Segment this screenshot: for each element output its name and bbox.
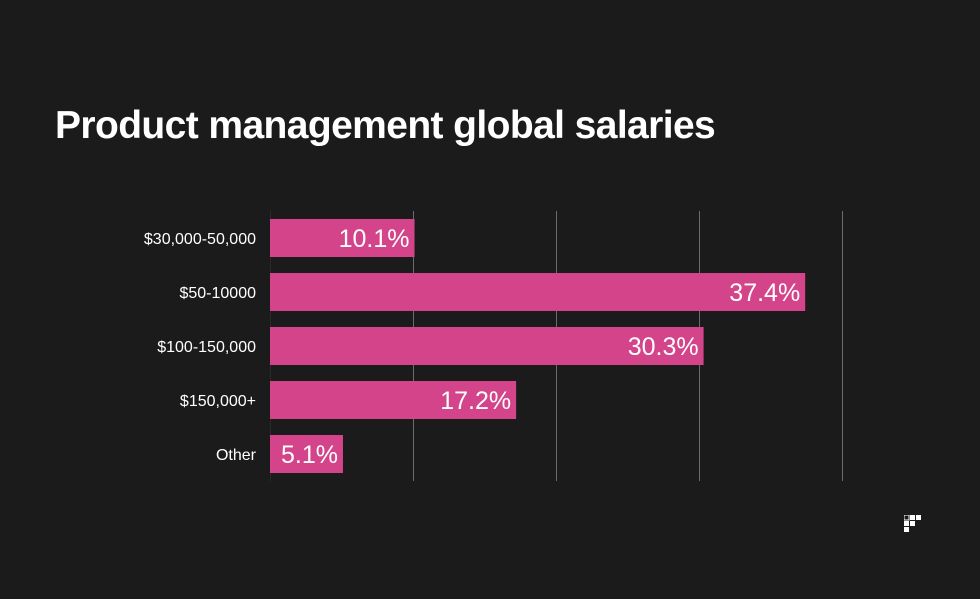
brand-logo-icon [904,515,921,532]
value-label: 30.3% [628,333,699,361]
category-label: $50-10000 [179,285,256,302]
bar [270,381,517,419]
bar [270,273,806,311]
bar [270,435,343,473]
value-label: 17.2% [440,387,511,415]
value-label: 5.1% [281,441,338,469]
value-label: 10.1% [339,225,410,253]
category-label: $150,000+ [180,393,256,410]
labels: $30,000-50,000 10.1% $50-10000 37.4% $100-15… [144,225,800,469]
bar [270,327,704,365]
category-label: $100-150,000 [157,339,256,356]
category-label: Other [216,447,257,464]
category-label: $30,000-50,000 [144,231,256,248]
bar [270,219,415,257]
chart-title: Product management global salaries [55,104,716,147]
bars [270,219,806,473]
value-label: 37.4% [729,279,800,307]
